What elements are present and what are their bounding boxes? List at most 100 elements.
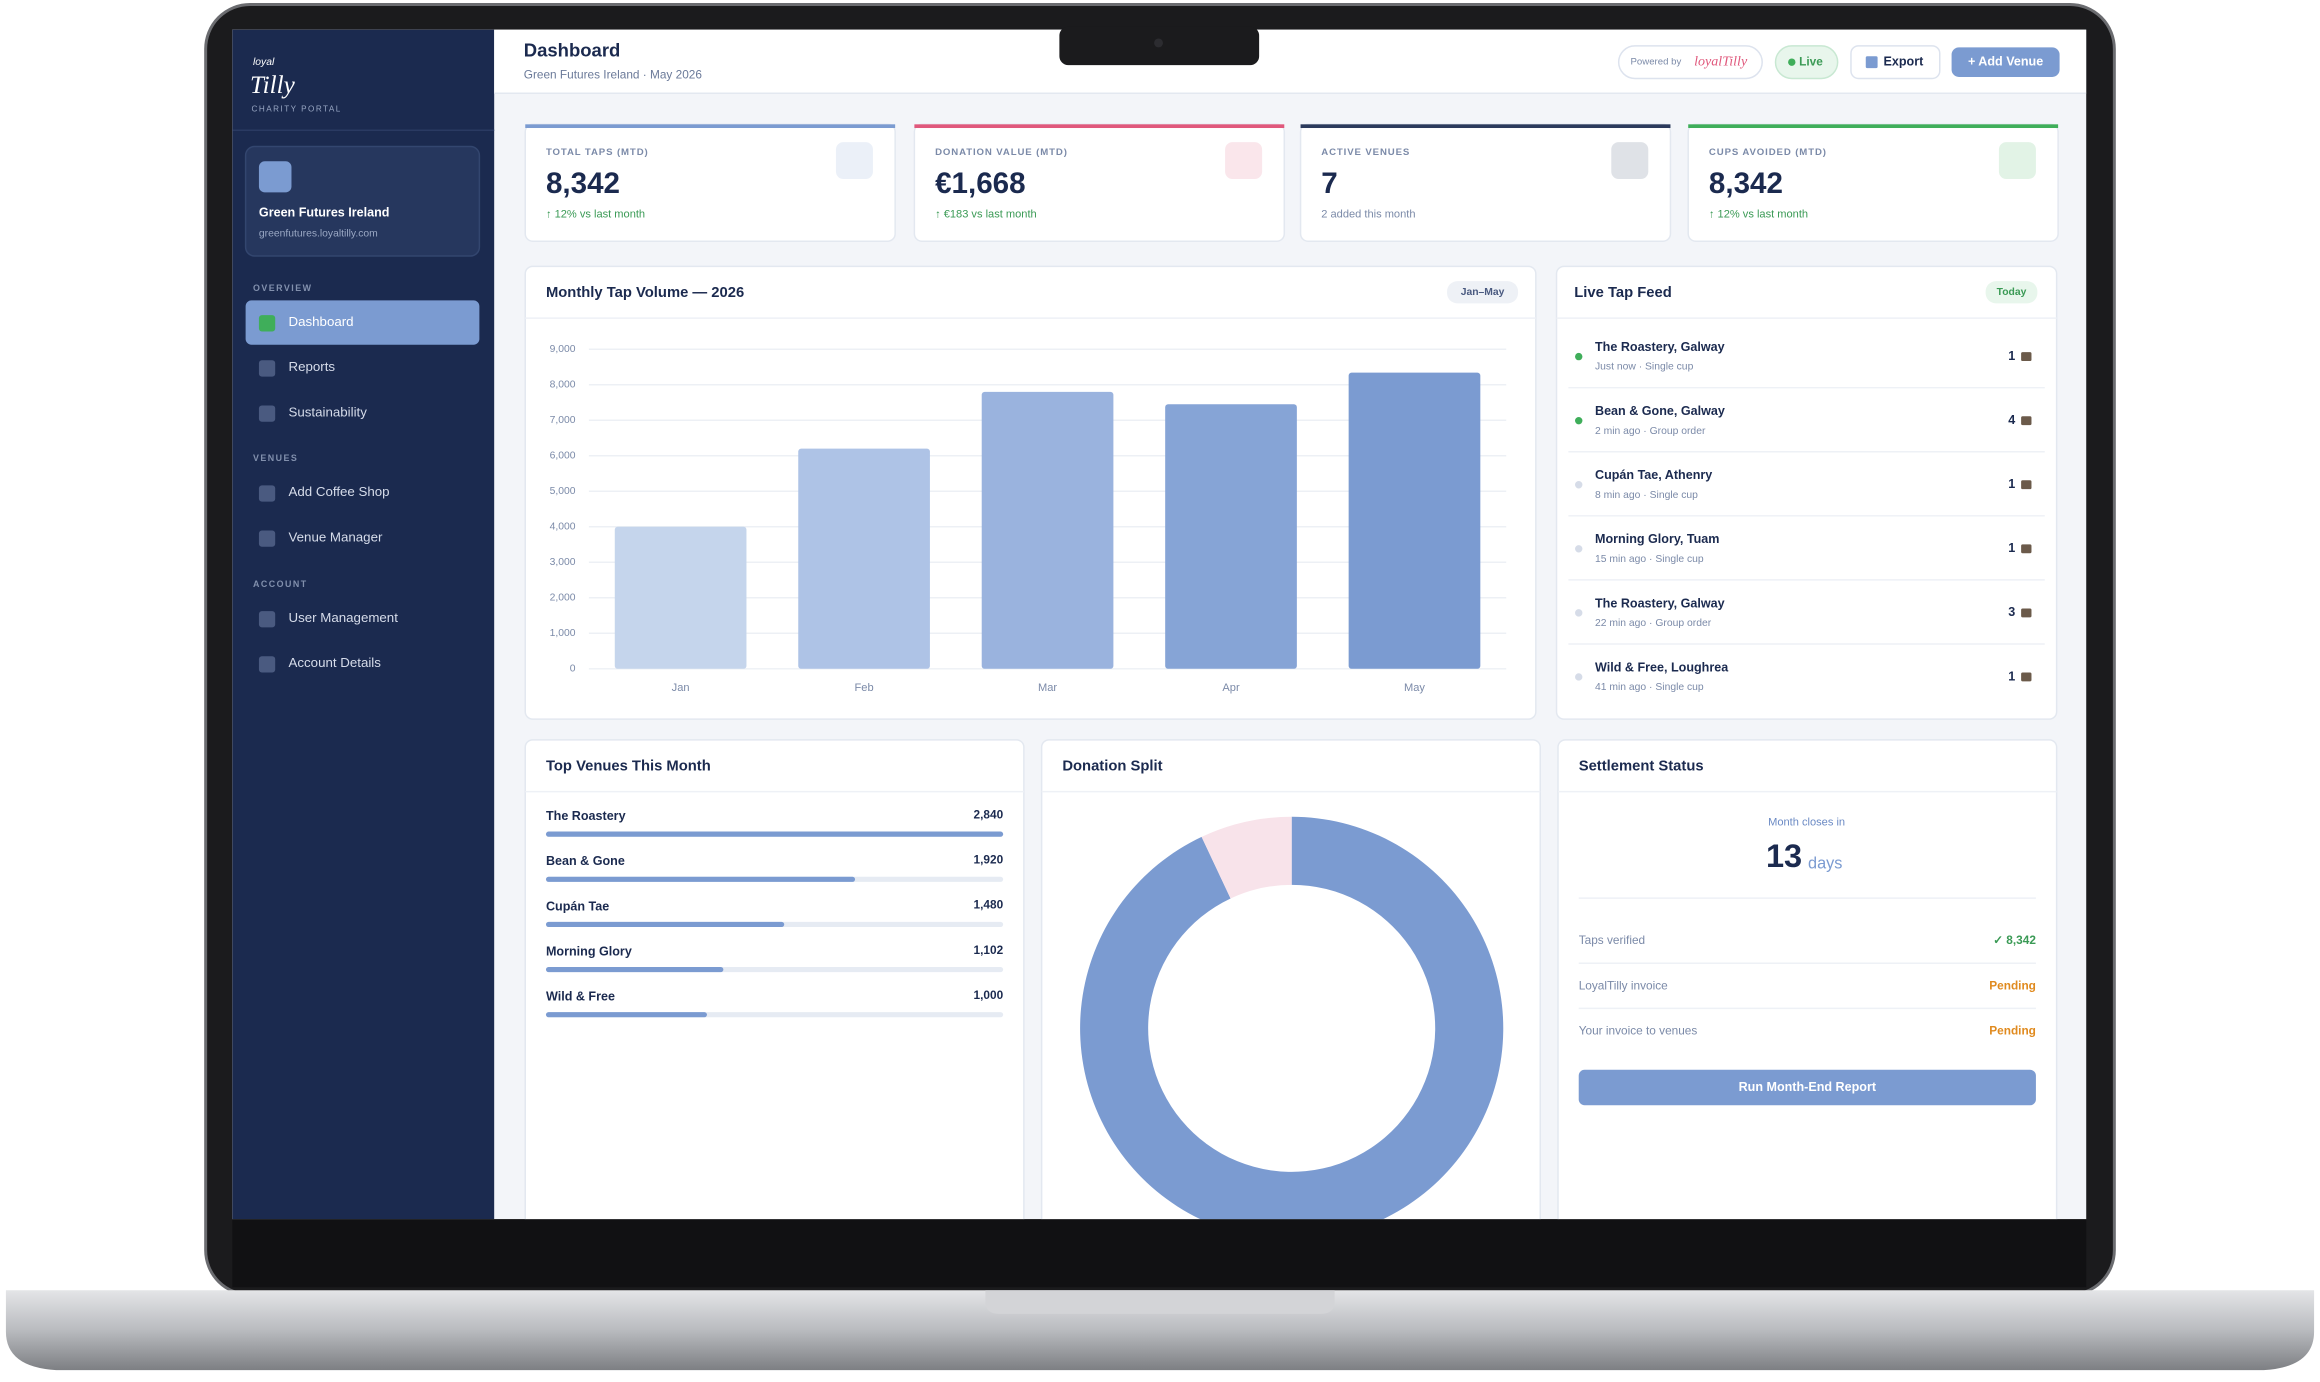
feed-count: 1	[2008, 541, 2015, 555]
y-tick-label: 9,000	[550, 344, 576, 355]
powered-by: Powered by	[1631, 57, 1682, 68]
status-dot	[1575, 545, 1583, 553]
feed-meta: 2 min ago · Group order	[1595, 426, 1706, 437]
y-tick-label: 0	[570, 664, 576, 675]
status-dot	[1575, 481, 1583, 489]
venue-value: 1,000	[974, 988, 1004, 1002]
venue-name: The Roastery	[546, 809, 626, 823]
nav-icon	[258, 405, 276, 422]
kpi-value: 8,342	[546, 167, 620, 200]
feed-venue: Bean & Gone, Galway	[1595, 404, 1725, 418]
org-name: Green Futures Ireland	[259, 205, 390, 219]
settlement-label: Taps verified	[1579, 933, 1645, 947]
settlement-value: ✓ 8,342	[1993, 933, 2036, 947]
status-dot	[1575, 416, 1583, 425]
kpi-icon	[835, 142, 873, 180]
status-dot	[1575, 352, 1583, 361]
nav-section: ACCOUNT	[253, 579, 308, 589]
feed-venue: The Roastery, Galway	[1595, 596, 1725, 610]
venue-value: 1,102	[974, 943, 1004, 957]
kpi-icon	[1998, 142, 2036, 180]
run-report-label[interactable]: Run Month-End Report	[1739, 1080, 1877, 1094]
export-label[interactable]: Export	[1884, 55, 1925, 69]
feed-count: 3	[2008, 605, 2015, 619]
bar	[545, 921, 785, 927]
feed-venue: Morning Glory, Tuam	[1595, 532, 1719, 546]
live-label: Live	[1799, 54, 1823, 68]
venue-name: Morning Glory	[546, 944, 632, 958]
venue-value: 1,920	[974, 853, 1004, 867]
export-button[interactable]	[1850, 45, 1941, 80]
bar	[545, 876, 856, 882]
nav-section: OVERVIEW	[253, 283, 312, 293]
nav-item[interactable]: Account Details	[289, 655, 382, 670]
bar	[1348, 372, 1481, 669]
bar	[798, 448, 930, 669]
kpi-change: ↑ €183 vs last month	[935, 208, 1037, 220]
laptop-base	[5, 1290, 2315, 1371]
nav-icon	[258, 485, 276, 502]
export-icon	[1865, 56, 1878, 69]
nav-item[interactable]: User Management	[289, 610, 399, 625]
cup-icon	[2021, 416, 2032, 426]
settlement-label: Your invoice to venues	[1579, 1023, 1698, 1037]
run-report-button[interactable]	[1578, 1069, 2036, 1106]
feed-badge: Today	[1997, 287, 2027, 298]
feed-meta: 8 min ago · Single cup	[1595, 490, 1698, 501]
feed-count: 4	[2008, 413, 2015, 427]
add-venue-button[interactable]	[1951, 47, 2060, 77]
nav-icon	[258, 530, 276, 547]
nav-icon	[258, 611, 276, 628]
nav-item[interactable]: Venue Manager	[289, 529, 383, 544]
kpi-icon	[1611, 142, 1649, 180]
y-tick-label: 5,000	[550, 486, 576, 497]
page-title: Dashboard	[524, 40, 621, 61]
base-notch	[985, 1290, 1335, 1314]
bar	[614, 526, 747, 669]
feed-title: Live Tap Feed	[1574, 285, 1671, 301]
bezel-bottom	[232, 1219, 2087, 1288]
bar	[545, 831, 1004, 837]
x-tick-label: Apr	[1222, 682, 1240, 694]
card	[1299, 123, 1672, 242]
kpi-accent	[1300, 124, 1671, 129]
settlement-value: Pending	[1989, 978, 2036, 992]
nav-item[interactable]: Reports	[289, 359, 336, 374]
kpi-accent	[914, 124, 1285, 129]
feed-meta: 15 min ago · Single cup	[1595, 554, 1704, 565]
logo-small: loyal	[253, 57, 275, 68]
feed-meta: Just now · Single cup	[1595, 362, 1694, 373]
nav-item[interactable]: Sustainability	[289, 404, 368, 419]
badge	[1447, 281, 1519, 304]
kpi-change: 2 added this month	[1321, 208, 1415, 220]
kpi-value: 8,342	[1709, 167, 1783, 200]
x-tick-label: Jan	[672, 682, 690, 694]
bar	[545, 966, 724, 973]
org-card	[244, 145, 481, 257]
bar	[981, 391, 1114, 669]
page-subtitle: Green Futures Ireland · May 2026	[524, 68, 703, 82]
feed-meta: 22 min ago · Group order	[1595, 618, 1712, 629]
chart-title: Donation Split	[1062, 758, 1162, 774]
live-pill	[1774, 45, 1839, 80]
nav-item[interactable]: Add Coffee Shop	[289, 484, 390, 499]
add-venue-label[interactable]: + Add Venue	[1968, 55, 2043, 69]
feed-venue: The Roastery, Galway	[1595, 340, 1725, 354]
card	[1555, 265, 2058, 720]
org-icon	[258, 161, 292, 193]
cup-icon	[2021, 672, 2032, 682]
nav-item[interactable]: Dashboard	[289, 314, 354, 329]
feed-venue: Wild & Free, Loughrea	[1595, 660, 1729, 674]
y-tick-label: 6,000	[550, 450, 576, 461]
feed-meta: 41 min ago · Single cup	[1595, 682, 1704, 693]
settlement-value: Pending	[1989, 1023, 2036, 1037]
nav-icon	[258, 656, 276, 673]
kpi-label: TOTAL TAPS (MTD)	[546, 147, 649, 158]
kpi-value: €1,668	[935, 167, 1025, 200]
donut-slice	[1201, 816, 1292, 899]
chart-title: Top Venues This Month	[546, 758, 711, 774]
bar	[545, 1012, 707, 1018]
